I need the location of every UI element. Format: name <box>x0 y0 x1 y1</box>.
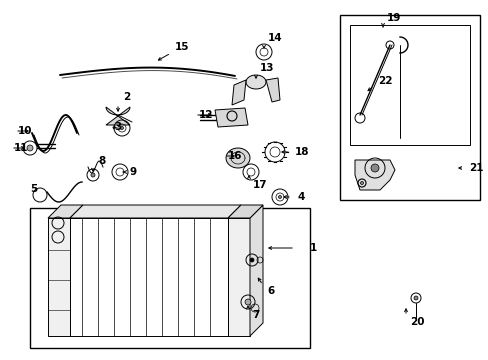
Text: 7: 7 <box>251 310 259 320</box>
Text: 12: 12 <box>199 110 213 120</box>
Circle shape <box>370 164 378 172</box>
Text: 5: 5 <box>30 184 37 194</box>
Polygon shape <box>225 148 249 168</box>
Polygon shape <box>227 205 263 218</box>
Text: 21: 21 <box>468 163 483 173</box>
Polygon shape <box>106 107 130 125</box>
Circle shape <box>360 181 363 184</box>
Polygon shape <box>231 80 245 105</box>
Circle shape <box>278 195 281 198</box>
Text: 20: 20 <box>409 317 424 327</box>
Polygon shape <box>70 205 241 218</box>
Bar <box>339 15 479 200</box>
Text: 1: 1 <box>309 243 317 253</box>
Polygon shape <box>70 218 227 336</box>
Polygon shape <box>265 78 280 102</box>
Polygon shape <box>354 160 394 190</box>
Text: 18: 18 <box>294 147 309 157</box>
Polygon shape <box>48 205 83 218</box>
Circle shape <box>413 296 417 300</box>
Text: 9: 9 <box>130 167 137 177</box>
Text: 17: 17 <box>252 180 267 190</box>
Text: 19: 19 <box>386 13 401 23</box>
Bar <box>227 218 249 336</box>
Text: 3: 3 <box>114 122 121 132</box>
Circle shape <box>249 258 253 262</box>
Text: 4: 4 <box>296 192 304 202</box>
Text: 11: 11 <box>14 143 28 153</box>
Text: 6: 6 <box>266 286 274 296</box>
Circle shape <box>91 173 95 177</box>
Polygon shape <box>245 75 265 89</box>
Text: 8: 8 <box>98 156 105 166</box>
Circle shape <box>244 299 250 305</box>
Circle shape <box>27 145 33 151</box>
Text: 10: 10 <box>18 126 32 136</box>
Text: 2: 2 <box>123 92 130 102</box>
Circle shape <box>120 126 123 130</box>
Bar <box>48 218 70 336</box>
Bar <box>30 208 309 348</box>
Polygon shape <box>249 205 263 336</box>
Text: 22: 22 <box>377 76 392 86</box>
Bar <box>349 25 469 145</box>
Text: 14: 14 <box>267 33 282 43</box>
Text: 13: 13 <box>260 63 274 73</box>
Polygon shape <box>215 108 247 127</box>
Text: 16: 16 <box>227 151 242 161</box>
Text: 15: 15 <box>175 42 189 52</box>
